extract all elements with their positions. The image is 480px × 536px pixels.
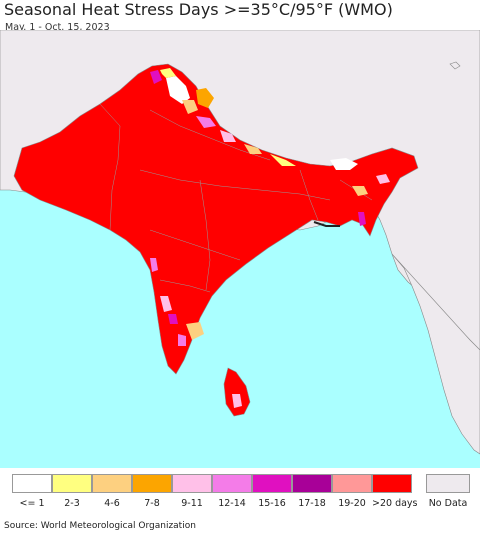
island-no-data <box>449 61 461 70</box>
legend-label: <= 1 <box>19 498 45 509</box>
legend-swatch <box>12 474 52 493</box>
legend-swatch <box>52 474 92 493</box>
patch-magenta-westcoast <box>168 314 178 324</box>
legend-label: 7-8 <box>144 498 160 509</box>
sri-lanka <box>223 367 251 417</box>
legend-swatch <box>372 474 412 493</box>
region-over-20-days <box>13 63 419 375</box>
legend-label: 12-14 <box>218 498 246 509</box>
legend-label-no-data: No Data <box>428 498 468 509</box>
legend-swatch <box>132 474 172 493</box>
patch-orange-north <box>196 88 214 108</box>
legend-swatch <box>332 474 372 493</box>
patch-magenta-north <box>150 70 162 84</box>
patch-white-nepal <box>330 158 358 170</box>
patch-pink-north <box>196 116 216 128</box>
patch-lightpink-srilanka <box>232 394 242 408</box>
legend-swatch <box>172 474 212 493</box>
legend-swatch <box>252 474 292 493</box>
patch-lightorange-east <box>352 186 368 196</box>
legend-label: 4-6 <box>104 498 120 509</box>
patch-pink-westcoast <box>150 258 158 272</box>
legend: <= 1 2-3 4-6 7-8 9-11 12-14 15-16 17-18 19-20 >20… <box>0 468 480 518</box>
patch-yellow-north <box>160 68 176 78</box>
map-subtitle: May. 1 - Oct. 15, 2023 <box>5 22 110 33</box>
legend-swatch <box>92 474 132 493</box>
patch-pink-east <box>358 212 366 226</box>
patch-lightorange-south <box>186 322 204 340</box>
legend-label: 9-11 <box>181 498 203 509</box>
legend-swatch <box>212 474 252 493</box>
patch-lightpink-north <box>220 130 236 142</box>
delta-coast <box>313 221 340 227</box>
patch-lightorange-himalaya <box>244 144 262 154</box>
patch-pink-south <box>178 334 186 346</box>
heat-stress-map <box>0 30 480 468</box>
legend-swatch <box>292 474 332 493</box>
patch-white-north <box>166 76 190 104</box>
legend-label: 15-16 <box>258 498 286 509</box>
patch-lightorange-north <box>182 100 198 114</box>
map-title: Seasonal Heat Stress Days >=35°C/95°F (W… <box>4 0 393 19</box>
source-note: Source: World Meteorological Organizatio… <box>4 521 196 531</box>
patch-lightpink-east <box>376 174 390 184</box>
patch-yellow-himalaya <box>270 154 296 166</box>
legend-label: >20 days <box>372 498 418 509</box>
land-no-data-southeast <box>391 253 480 455</box>
legend-label: 2-3 <box>64 498 80 509</box>
legend-swatch-no-data <box>426 474 470 493</box>
legend-label: 17-18 <box>298 498 326 509</box>
patch-lightpink-westcoast <box>160 296 172 312</box>
legend-label: 19-20 <box>338 498 366 509</box>
